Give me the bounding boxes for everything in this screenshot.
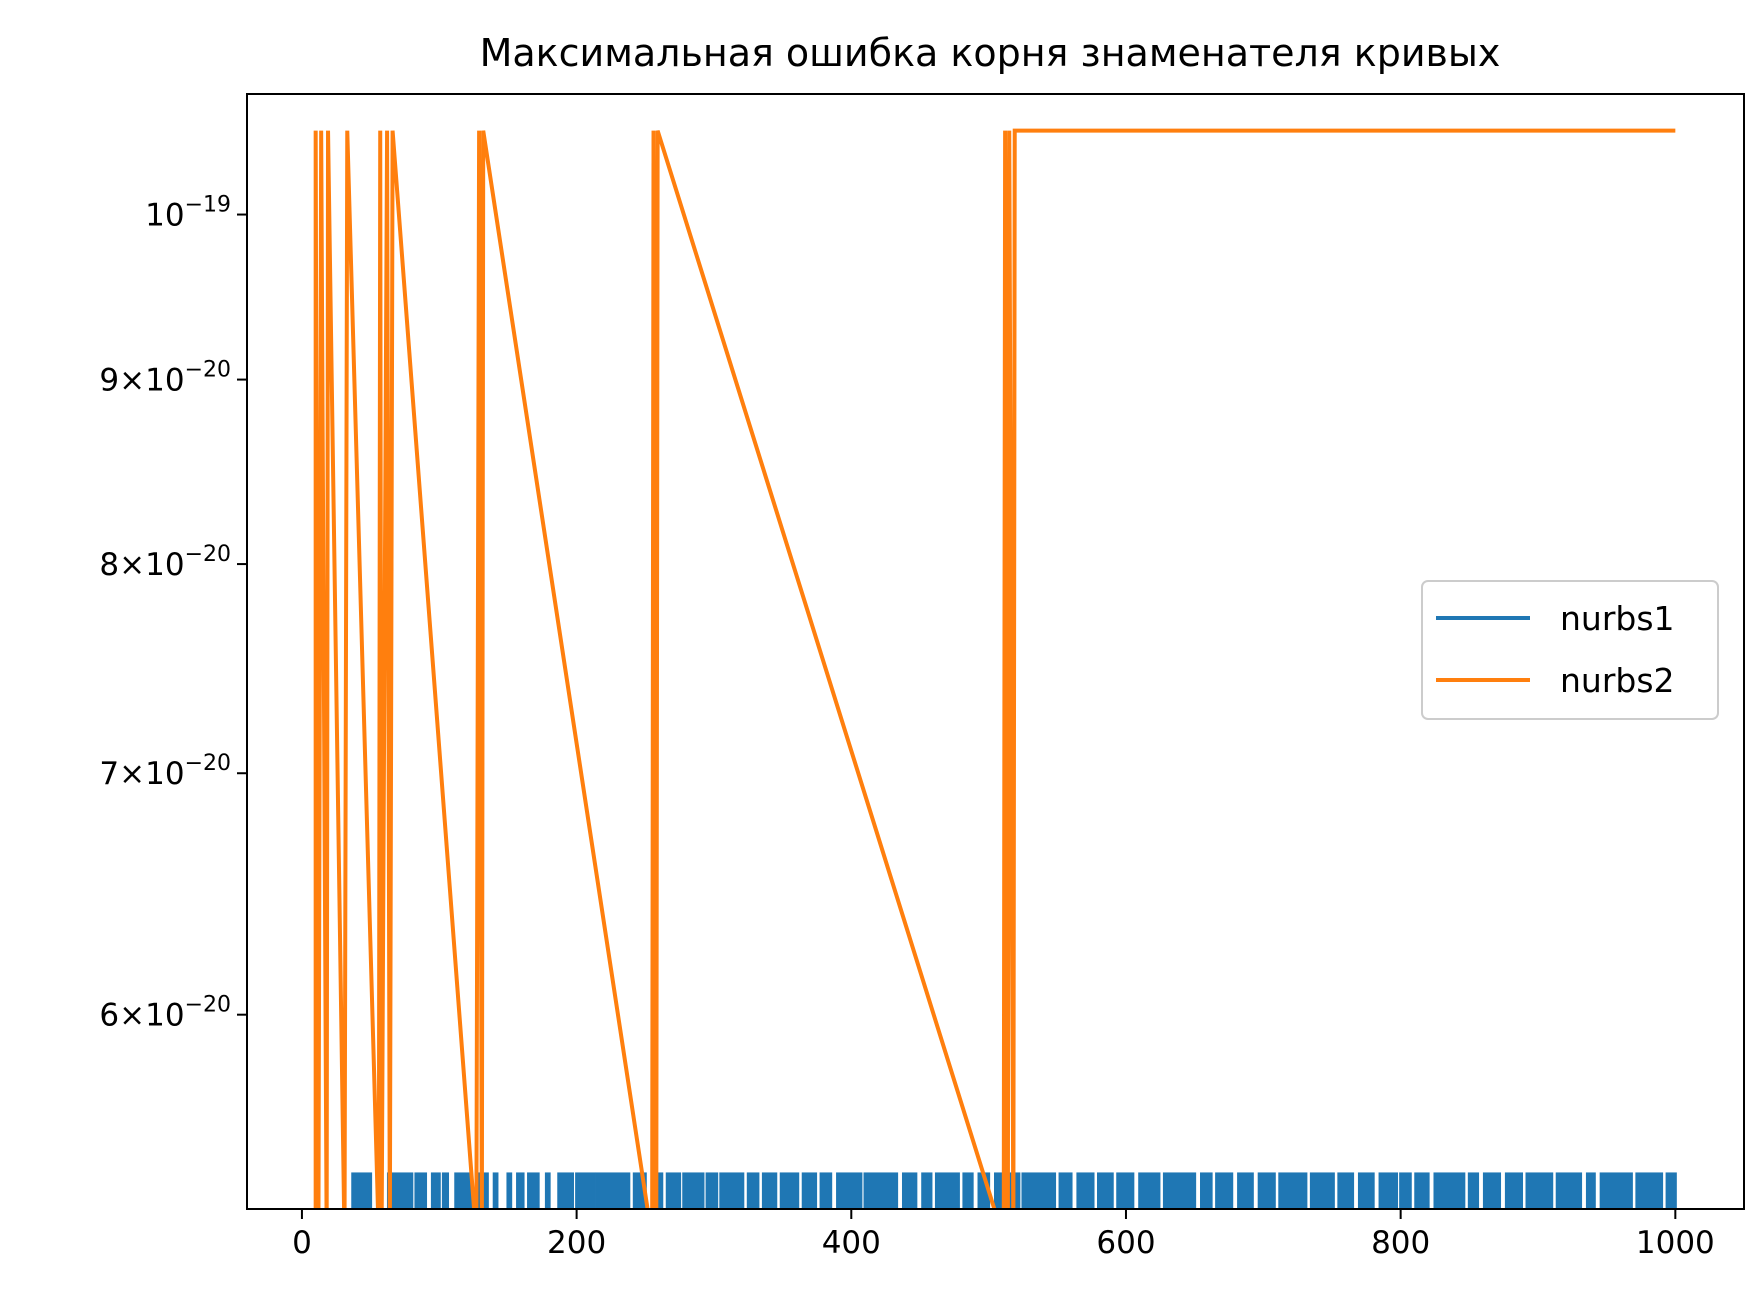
nurbs1-segment: [1665, 1172, 1677, 1209]
nurbs1-segment: [1378, 1172, 1399, 1209]
nurbs1-segment: [351, 1172, 373, 1209]
legend-box: [1421, 580, 1719, 720]
nurbs1-segment: [1076, 1172, 1095, 1209]
y-tick-label: 9×10−20: [99, 358, 231, 399]
nurbs1-segment: [1399, 1172, 1412, 1209]
nurbs1-segment: [962, 1172, 974, 1209]
nurbs1-segment: [682, 1172, 705, 1209]
nurbs1-segment: [1257, 1172, 1276, 1209]
nurbs1-segment: [1585, 1172, 1596, 1209]
nurbs1-segment: [921, 1172, 933, 1209]
nurbs1-segment: [719, 1172, 745, 1209]
nurbs1-segment: [1504, 1172, 1524, 1209]
nurbs1-segment: [1138, 1172, 1161, 1209]
nurbs1-segment: [430, 1172, 441, 1209]
nurbs1-segment: [492, 1172, 499, 1209]
nurbs1-segment: [1237, 1172, 1254, 1209]
nurbs1-segment: [1309, 1172, 1335, 1209]
nurbs1-segment: [1215, 1172, 1234, 1209]
nurbs1-segment: [1467, 1172, 1480, 1209]
plot-area: [313, 128, 1677, 1209]
nurbs1-segment: [1555, 1172, 1583, 1209]
plot-frame: [246, 93, 1745, 1210]
nurbs1-segment: [1337, 1172, 1355, 1209]
nurbs1-segment: [1058, 1172, 1073, 1209]
y-tick-label: 8×10−20: [99, 542, 231, 583]
x-tick-label: 1000: [1636, 1225, 1715, 1261]
legend: nurbs1 nurbs2: [1421, 580, 1719, 720]
nurbs1-segment: [934, 1172, 960, 1209]
nurbs1-segment: [575, 1172, 596, 1209]
nurbs1-segment: [705, 1172, 719, 1209]
chart-title: Максимальная ошибка корня знаменателя кр…: [480, 31, 1501, 75]
nurbs1-segment: [557, 1172, 574, 1209]
x-tick-label: 600: [1096, 1225, 1155, 1261]
nurbs1-segment: [441, 1172, 450, 1209]
nurbs1-segment: [977, 1172, 991, 1209]
y-tick-label: 10−19: [145, 193, 231, 234]
y-axis: 10−19 9×10−20 8×10−20 7×10−20 6×10−20: [99, 193, 247, 1034]
nurbs1-segment: [1635, 1172, 1664, 1209]
y-tick-label: 7×10−20: [99, 751, 231, 792]
nurbs1-segment: [1599, 1172, 1633, 1209]
nurbs1-segment: [544, 1172, 551, 1209]
nurbs1-segment: [414, 1172, 428, 1209]
nurbs1-segment: [595, 1172, 631, 1209]
x-tick-label: 400: [822, 1225, 881, 1261]
nurbs1-segment: [746, 1172, 760, 1209]
nurbs1-segment: [901, 1172, 918, 1209]
nurbs1-segment: [761, 1172, 778, 1209]
series-nurbs2-line: [313, 128, 1676, 1209]
nurbs1-segment: [1482, 1172, 1502, 1209]
nurbs1-segment: [1433, 1172, 1466, 1209]
x-tick-label: 0: [292, 1225, 312, 1261]
x-axis: 0 200 400 600 800 1000: [292, 1209, 1715, 1261]
nurbs1-segment: [836, 1172, 863, 1209]
nurbs1-segment: [1357, 1172, 1375, 1209]
nurbs1-segment: [1021, 1172, 1057, 1209]
x-tick-label: 800: [1371, 1225, 1430, 1261]
nurbs1-segment: [801, 1172, 818, 1209]
nurbs1-segment: [454, 1172, 473, 1209]
legend-label-nurbs2: nurbs2: [1560, 661, 1675, 700]
nurbs1-segment: [516, 1172, 525, 1209]
nurbs1-segment: [1525, 1172, 1554, 1209]
nurbs1-segment: [819, 1172, 833, 1209]
y-tick-label: 6×10−20: [99, 993, 231, 1034]
nurbs1-segment: [1414, 1172, 1430, 1209]
nurbs1-segment: [863, 1172, 899, 1209]
nurbs1-segment: [1162, 1172, 1197, 1209]
x-tick-label: 200: [547, 1225, 606, 1261]
nurbs1-segment: [1097, 1172, 1114, 1209]
nurbs1-segment: [506, 1172, 513, 1209]
legend-label-nurbs1: nurbs1: [1560, 599, 1675, 638]
nurbs1-segment: [779, 1172, 800, 1209]
nurbs1-segment: [1116, 1172, 1135, 1209]
nurbs1-segment: [1278, 1172, 1308, 1209]
nurbs1-segment: [1200, 1172, 1213, 1209]
nurbs1-segment: [527, 1172, 540, 1209]
nurbs1-segment: [665, 1172, 682, 1209]
